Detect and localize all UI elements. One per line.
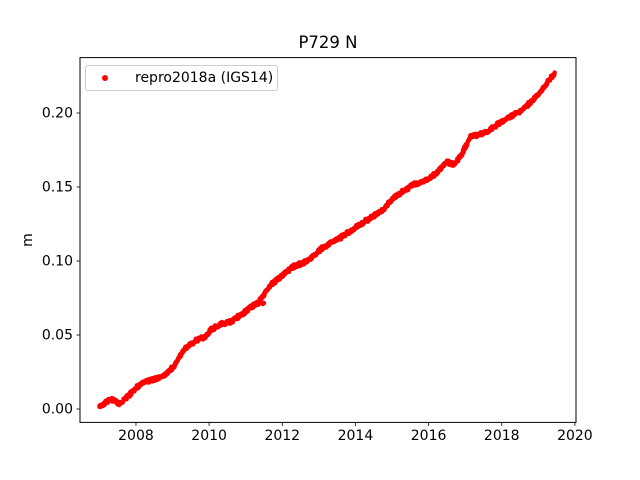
x-tick-label: 2008: [118, 428, 154, 444]
data-series: [97, 70, 557, 410]
y-axis-label: m: [20, 233, 36, 247]
y-tick-label: 0.00: [42, 402, 73, 418]
y-tick-label: 0.15: [42, 179, 73, 195]
legend-marker-icon: [102, 75, 108, 81]
chart-title: P729 N: [298, 33, 358, 52]
y-tick-label: 0.05: [42, 328, 73, 344]
y-tick-label: 0.20: [42, 105, 73, 121]
x-tick-label: 2020: [557, 428, 593, 444]
x-tick-label: 2014: [338, 428, 374, 444]
x-tick-label: 2012: [264, 428, 300, 444]
y-tick-label: 0.10: [42, 254, 73, 270]
legend: repro2018a (IGS14): [85, 65, 278, 91]
x-tick-label: 2018: [484, 428, 520, 444]
legend-label: repro2018a (IGS14): [135, 70, 274, 86]
x-tick-label: 2016: [411, 428, 447, 444]
x-tick-label: 2010: [191, 428, 227, 444]
axes-frame: [79, 57, 577, 423]
